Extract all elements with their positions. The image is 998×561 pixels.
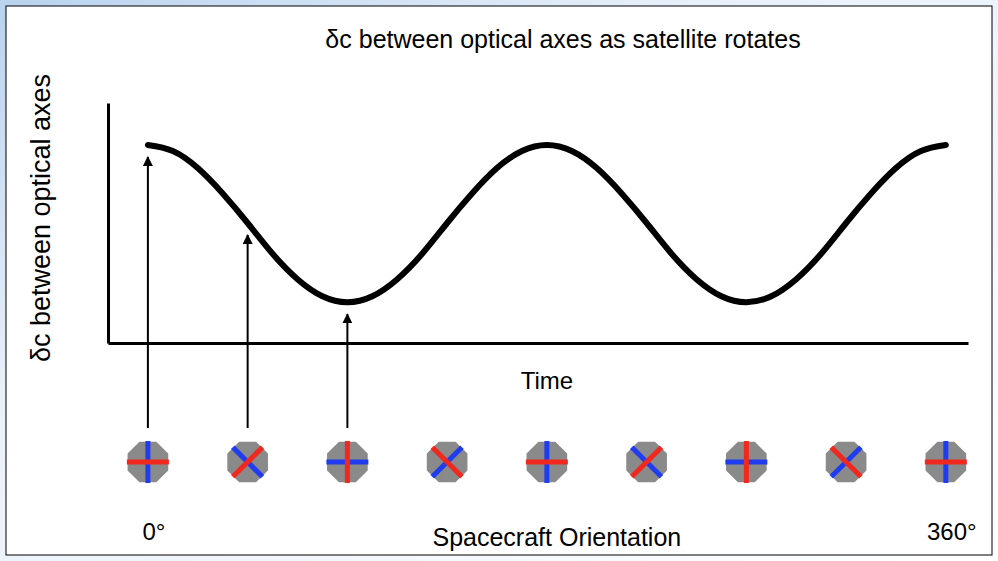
spacecraft-icon — [218, 432, 277, 491]
red-axis — [432, 447, 462, 477]
red-axis — [744, 441, 749, 483]
optical-axes — [127, 441, 169, 483]
line — [148, 145, 946, 302]
spacecraft-icon — [127, 441, 169, 483]
arrows — [148, 157, 347, 428]
x-axis — [109, 343, 969, 344]
arrow — [346, 314, 348, 428]
orientation-label: 360° — [927, 518, 977, 545]
optical-axes — [218, 432, 277, 491]
x-axis-title: Time — [521, 367, 573, 394]
spacecraft-body — [726, 442, 767, 483]
spacecraft-body — [427, 442, 468, 483]
blue-axis — [432, 447, 462, 477]
spacecraft-body — [227, 442, 268, 483]
marks — [148, 145, 946, 302]
spacecraft-body — [926, 442, 967, 483]
spacecraft-icon — [526, 441, 568, 483]
optical-axes — [326, 441, 368, 483]
spacecraft-icon — [725, 441, 767, 483]
spacecraft-icon — [816, 432, 875, 491]
optical-axes — [725, 441, 767, 483]
red-axis — [925, 460, 967, 465]
optical-axes — [617, 432, 676, 491]
optical-axes — [925, 441, 967, 483]
red-axis — [526, 460, 568, 465]
spacecraft-body — [128, 442, 169, 483]
blue-axis — [233, 447, 263, 477]
red-axis — [233, 447, 263, 477]
blue-axis — [831, 447, 861, 477]
chart: δc between optical axes as satellite rot… — [0, 0, 998, 561]
orientation-title: Spacecraft Orientation — [432, 523, 681, 551]
spacecraft-body — [527, 442, 568, 483]
red-axis — [345, 441, 350, 483]
x-axis-line — [109, 342, 969, 345]
orientations — [127, 432, 967, 491]
blue-axis — [632, 447, 662, 477]
spacecraft-icon — [417, 432, 476, 491]
red-axis — [831, 447, 861, 477]
arrow — [147, 157, 149, 428]
spacecraft-body — [626, 442, 667, 483]
spacecraft-icon — [925, 441, 967, 483]
spacecraft-body — [826, 442, 867, 483]
orientation-label: 0° — [142, 518, 165, 545]
background — [0, 0, 998, 561]
y-axis-title: δc between optical axes — [26, 74, 56, 362]
red-axis — [632, 447, 662, 477]
title: δc between optical axes as satellite rot… — [325, 25, 800, 53]
arrow — [247, 235, 249, 428]
spacecraft-icon — [617, 432, 676, 491]
red-axis — [127, 460, 169, 465]
plot — [109, 104, 969, 344]
spacecraft-icon — [326, 441, 368, 483]
optical-axes — [816, 432, 875, 491]
spacecraft-body — [327, 442, 368, 483]
frame — [6, 6, 992, 555]
y-axis-line — [107, 104, 110, 344]
optical-axes — [417, 432, 476, 491]
y-axis — [108, 104, 109, 344]
optical-axes — [526, 441, 568, 483]
